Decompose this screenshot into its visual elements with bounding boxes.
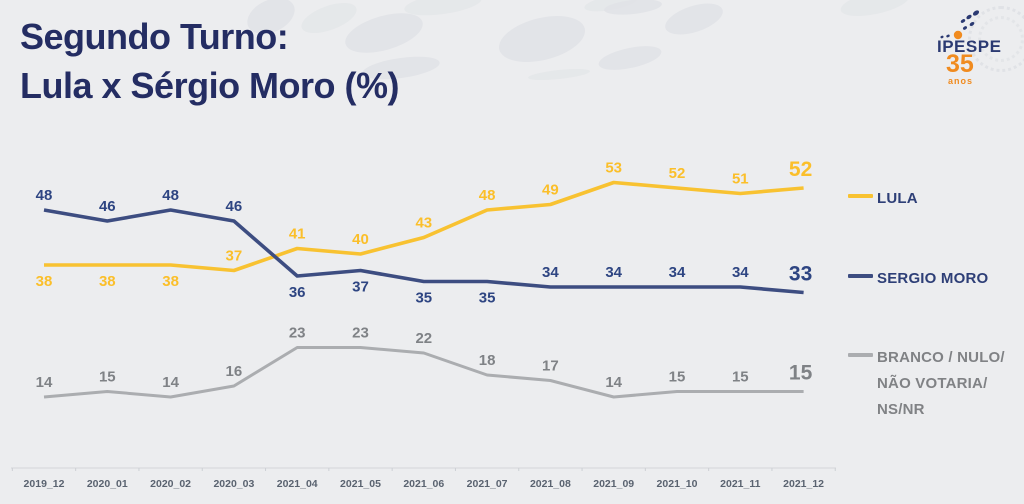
chart-line-branco-nulo (43, 346, 804, 399)
x-axis-label: 2021_09 (593, 478, 634, 490)
data-label: 15 (669, 369, 686, 386)
data-label: 37 (226, 248, 243, 265)
data-label: 52 (789, 158, 812, 181)
data-label: 18 (479, 352, 496, 369)
data-label: 53 (605, 160, 622, 177)
legend-swatch-sergio-moro (848, 274, 873, 278)
logo-globe-icon (968, 6, 1024, 72)
data-label: 23 (289, 325, 306, 342)
data-label: 41 (289, 226, 306, 243)
x-axis-label: 2021_11 (720, 478, 760, 490)
logo-dots-icon (940, 10, 980, 40)
data-label: 14 (605, 374, 622, 391)
data-label: 36 (289, 284, 306, 301)
title-line-1: Segundo Turno: (20, 16, 289, 57)
data-label: 15 (99, 369, 116, 386)
data-label: 37 (352, 279, 369, 296)
logo-anniversary-number: 35 (946, 50, 974, 78)
data-label: 15 (789, 362, 813, 385)
data-label: 22 (415, 330, 432, 347)
data-label: 48 (36, 187, 53, 204)
data-label: 46 (99, 198, 116, 215)
logo-globe-icon (978, 16, 1024, 62)
legend-label-branco-nulo: BRANCO / NULO/ NÃO VOTARIA/ NS/NR (877, 349, 1005, 418)
x-axis-label: 2021_12 (783, 478, 824, 490)
chart-title: Segundo Turno: Lula x Sérgio Moro (%) (20, 12, 400, 110)
legend-swatch-lula (848, 194, 873, 198)
x-axis-label: 2020_01 (87, 478, 128, 490)
logo-anniversary-suffix: anos (948, 76, 974, 86)
data-label: 49 (542, 182, 559, 199)
x-axis-label: 2020_02 (150, 478, 191, 490)
chart-line-sergio-moro (43, 208, 804, 295)
x-axis-label: 2021_08 (530, 478, 571, 490)
logo-text: IPESPE (937, 37, 1002, 56)
data-label: 48 (479, 187, 496, 204)
legend-item-sergio-moro: SERGIO MORO (848, 266, 988, 292)
x-axis-label: 2021_10 (657, 478, 698, 490)
legend-label-lula: LULA (877, 190, 918, 207)
data-label: 51 (732, 171, 749, 188)
data-label: 34 (732, 264, 749, 281)
legend-item-branco-nulo: BRANCO / NULO/ NÃO VOTARIA/ NS/NR (848, 345, 1005, 423)
legend-label-sergio-moro: SERGIO MORO (877, 270, 989, 287)
legend-item-lula: LULA (848, 186, 918, 212)
x-axis-label: 2020_03 (213, 478, 254, 490)
data-label: 17 (542, 358, 559, 375)
title-line-2: Lula x Sérgio Moro (%) (20, 65, 400, 106)
data-label: 14 (36, 374, 53, 391)
data-label: 52 (669, 165, 686, 182)
x-axis-label: 2021_04 (277, 478, 318, 490)
x-axis-label: 2021_05 (340, 478, 381, 490)
chart-line-lula (44, 180, 804, 273)
data-label: 34 (605, 264, 622, 281)
data-label: 46 (226, 198, 243, 215)
data-label: 15 (732, 369, 749, 386)
data-label: 16 (226, 363, 243, 380)
x-axis-label: 2019_12 (24, 478, 65, 490)
data-label: 43 (415, 215, 432, 232)
data-label: 23 (352, 325, 369, 342)
data-label: 34 (669, 264, 686, 281)
data-label: 48 (162, 187, 179, 204)
x-axis-label: 2021_07 (467, 478, 508, 490)
x-axis-label: 2021_06 (403, 478, 444, 490)
data-label: 14 (162, 374, 179, 391)
data-label: 34 (542, 264, 559, 281)
data-label: 38 (162, 273, 179, 290)
legend-swatch-branco-nulo (848, 353, 873, 357)
data-label: 35 (479, 290, 496, 307)
data-label: 38 (36, 273, 53, 290)
data-label: 40 (352, 231, 369, 248)
data-label: 33 (789, 263, 812, 286)
data-label: 38 (99, 273, 116, 290)
ipespe-logo: IPESPE 35 anos (930, 4, 1024, 96)
data-label: 35 (415, 290, 432, 307)
